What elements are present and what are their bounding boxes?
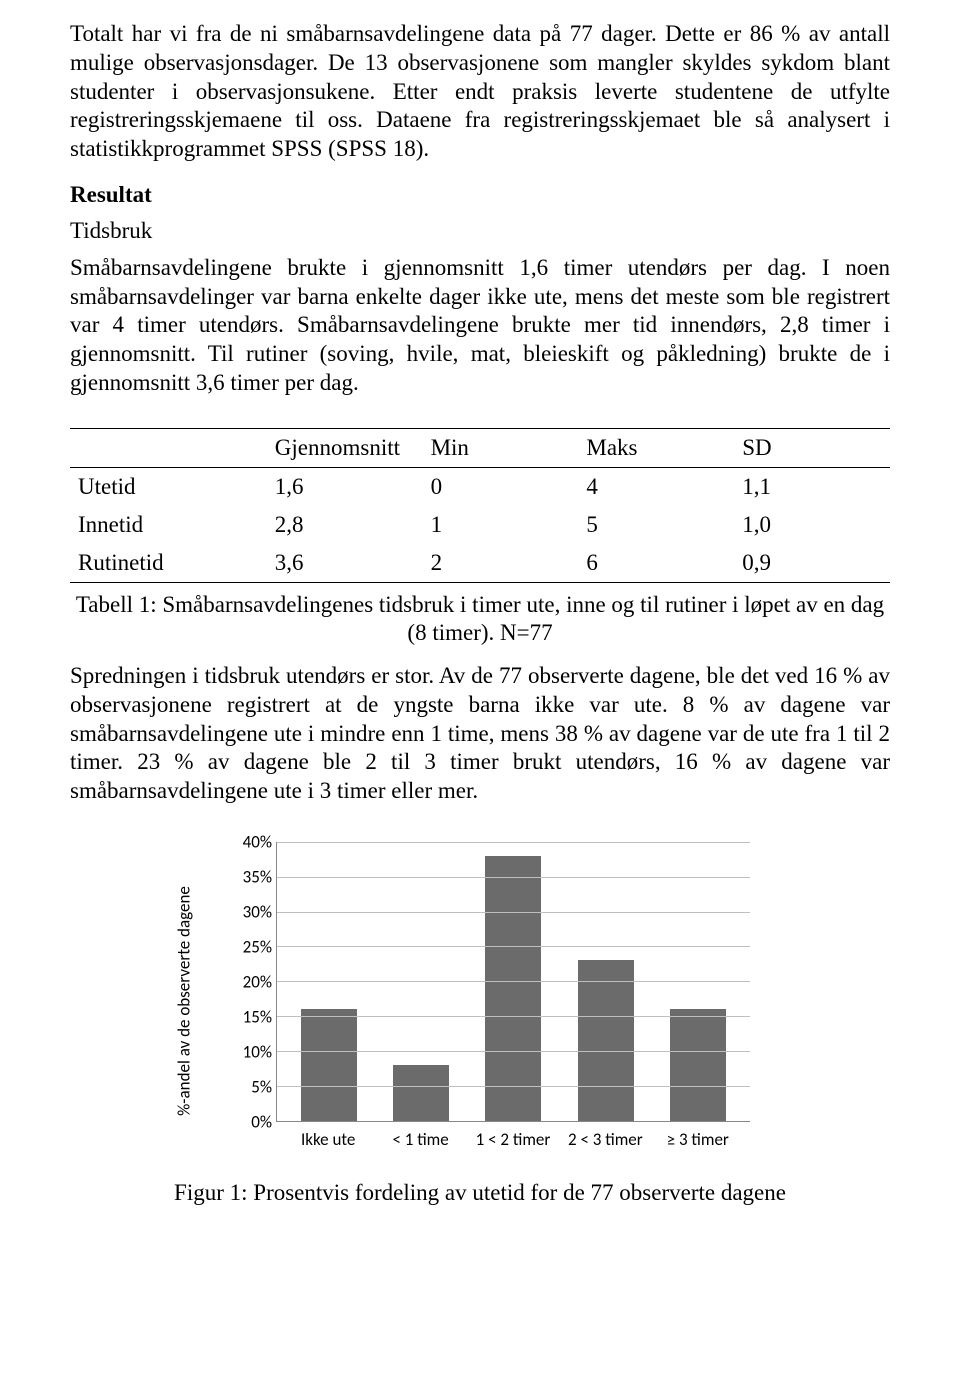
- chart-bar: [393, 1065, 449, 1121]
- figure-caption: Figur 1: Prosentvis fordeling av utetid …: [70, 1180, 890, 1206]
- chart-bar: [485, 856, 541, 1121]
- table-cell: 0: [423, 467, 579, 506]
- table-row: Innetid 2,8 1 5 1,0: [70, 506, 890, 544]
- table-row: Utetid 1,6 0 4 1,1: [70, 467, 890, 506]
- chart-ytick-label: 40%: [238, 831, 272, 852]
- table-header-cell: Gjennomsnitt: [267, 428, 423, 467]
- table-cell: 1,6: [267, 467, 423, 506]
- tidsbruk-table: Gjennomsnitt Min Maks SD Utetid 1,6 0 4 …: [70, 428, 890, 583]
- chart-gridline: [277, 842, 750, 843]
- paragraph-2: Småbarnsavdelingene brukte i gjennomsnit…: [70, 254, 890, 398]
- heading-resultat: Resultat: [70, 182, 890, 208]
- chart-ytick-label: 20%: [238, 971, 272, 992]
- table-cell: 1,0: [734, 506, 890, 544]
- chart-xtick-label: 2 < 3 timer: [565, 1129, 645, 1150]
- table-cell: 3,6: [267, 544, 423, 583]
- chart-gridline: [277, 1086, 750, 1087]
- table-header-cell: [70, 428, 267, 467]
- chart-x-labels: Ikke ute < 1 time 1 < 2 timer 2 < 3 timer ≥ …: [276, 1129, 750, 1150]
- subheading-tidsbruk: Tidsbruk: [70, 218, 890, 244]
- chart-ytick-label: 5%: [238, 1076, 272, 1097]
- table-cell: 2: [423, 544, 579, 583]
- chart-gridline: [277, 1016, 750, 1017]
- table-cell: 5: [578, 506, 734, 544]
- chart-ytick-label: 35%: [238, 866, 272, 887]
- bar-chart: %-andel av de observerte dagene Ikke ute…: [200, 836, 760, 1166]
- table-header-cell: SD: [734, 428, 890, 467]
- y-axis-label: %-andel av de observerte dagene: [174, 886, 195, 1116]
- chart-ytick-label: 10%: [238, 1041, 272, 1062]
- chart-plot-area: [276, 842, 750, 1122]
- chart-xtick-label: Ikke ute: [288, 1129, 368, 1150]
- table-cell: Innetid: [70, 506, 267, 544]
- chart-xtick-label: ≥ 3 timer: [658, 1129, 738, 1150]
- chart-bar: [301, 1009, 357, 1121]
- chart-ytick-label: 25%: [238, 936, 272, 957]
- table-header-row: Gjennomsnitt Min Maks SD: [70, 428, 890, 467]
- table-row: Rutinetid 3,6 2 6 0,9: [70, 544, 890, 583]
- table-cell: 4: [578, 467, 734, 506]
- chart-gridline: [277, 1051, 750, 1052]
- chart-ytick-label: 15%: [238, 1006, 272, 1027]
- table-cell: 1: [423, 506, 579, 544]
- table-cell: 2,8: [267, 506, 423, 544]
- table-cell: 0,9: [734, 544, 890, 583]
- table-cell: 1,1: [734, 467, 890, 506]
- chart-xtick-label: 1 < 2 timer: [473, 1129, 553, 1150]
- table-cell: Utetid: [70, 467, 267, 506]
- table-caption: Tabell 1: Småbarnsavdelingenes tidsbruk …: [70, 591, 890, 649]
- table-header-cell: Min: [423, 428, 579, 467]
- document-page: Totalt har vi fra de ni småbarnsavdeling…: [0, 0, 960, 1246]
- table-cell: 6: [578, 544, 734, 583]
- table-header-cell: Maks: [578, 428, 734, 467]
- chart-container: %-andel av de observerte dagene Ikke ute…: [200, 836, 760, 1166]
- chart-ytick-label: 30%: [238, 901, 272, 922]
- paragraph-1: Totalt har vi fra de ni småbarnsavdeling…: [70, 20, 890, 164]
- paragraph-3: Spredningen i tidsbruk utendørs er stor.…: [70, 662, 890, 806]
- chart-gridline: [277, 912, 750, 913]
- chart-xtick-label: < 1 time: [381, 1129, 461, 1150]
- chart-bar: [578, 960, 634, 1120]
- chart-gridline: [277, 877, 750, 878]
- chart-bar: [670, 1009, 726, 1121]
- chart-gridline: [277, 981, 750, 982]
- chart-ytick-label: 0%: [238, 1111, 272, 1132]
- table-cell: Rutinetid: [70, 544, 267, 583]
- chart-gridline: [277, 946, 750, 947]
